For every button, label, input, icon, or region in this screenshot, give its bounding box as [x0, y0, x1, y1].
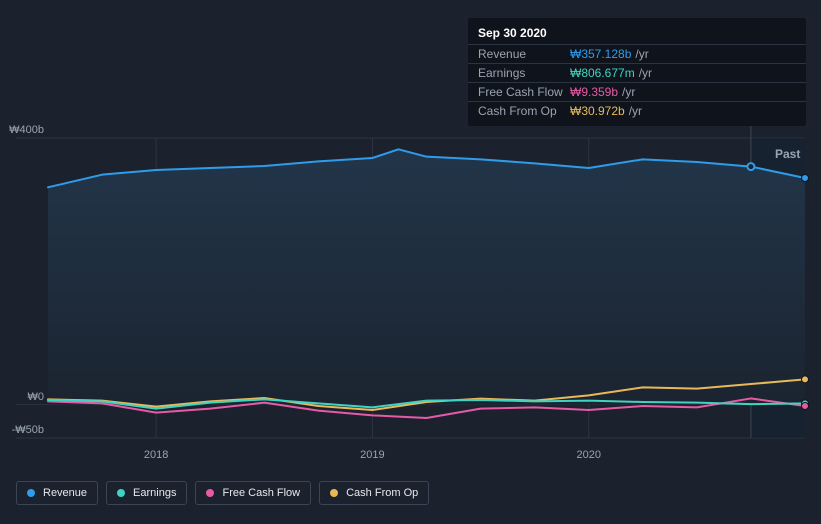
x-tick-label: 2019 — [360, 449, 384, 461]
chart-legend: Revenue Earnings Free Cash Flow Cash From O… — [16, 481, 429, 505]
tooltip-metric-value: ₩357.128b — [570, 47, 631, 61]
tooltip-metric-label: Free Cash Flow — [478, 85, 570, 99]
tooltip-metric-label: Cash From Op — [478, 104, 570, 118]
legend-item-earnings[interactable]: Earnings — [106, 481, 187, 505]
tooltip-unit: /yr — [622, 85, 635, 99]
legend-label: Cash From Op — [346, 487, 418, 499]
legend-dot-icon — [27, 489, 35, 497]
x-tick-label: 2018 — [144, 449, 168, 461]
tooltip-metric-value: ₩9.359b — [570, 85, 618, 99]
past-section-label: Past — [775, 147, 800, 161]
legend-dot-icon — [330, 489, 338, 497]
y-tick-label: ₩0 — [0, 391, 44, 403]
tooltip-row: Free Cash Flow₩9.359b/yr — [468, 82, 806, 101]
tooltip-row: Cash From Op₩30.972b/yr — [468, 101, 806, 120]
legend-dot-icon — [117, 489, 125, 497]
tooltip-metric-value: ₩806.677m — [570, 66, 635, 80]
tooltip-metric-label: Earnings — [478, 66, 570, 80]
tooltip-metric-label: Revenue — [478, 47, 570, 61]
y-tick-label: ₩400b — [0, 124, 44, 136]
tooltip-unit: /yr — [639, 66, 652, 80]
legend-item-revenue[interactable]: Revenue — [16, 481, 98, 505]
tooltip-row: Earnings₩806.677m/yr — [468, 63, 806, 82]
financials-chart-container: { "chart": { "type": "area-line", "width… — [0, 0, 821, 524]
tooltip-row: Revenue₩357.128b/yr — [468, 44, 806, 63]
legend-item-cash_from_op[interactable]: Cash From Op — [319, 481, 429, 505]
y-tick-label: -₩50b — [0, 424, 44, 436]
legend-dot-icon — [206, 489, 214, 497]
tooltip-metric-value: ₩30.972b — [570, 104, 625, 118]
chart-tooltip: Sep 30 2020 Revenue₩357.128b/yrEarnings₩… — [468, 18, 806, 126]
tooltip-unit: /yr — [629, 104, 642, 118]
legend-item-fcf[interactable]: Free Cash Flow — [195, 481, 311, 505]
legend-label: Revenue — [43, 487, 87, 499]
tooltip-date: Sep 30 2020 — [468, 24, 806, 44]
x-tick-label: 2020 — [576, 449, 600, 461]
legend-label: Earnings — [133, 487, 176, 499]
legend-label: Free Cash Flow — [222, 487, 300, 499]
tooltip-unit: /yr — [635, 47, 648, 61]
